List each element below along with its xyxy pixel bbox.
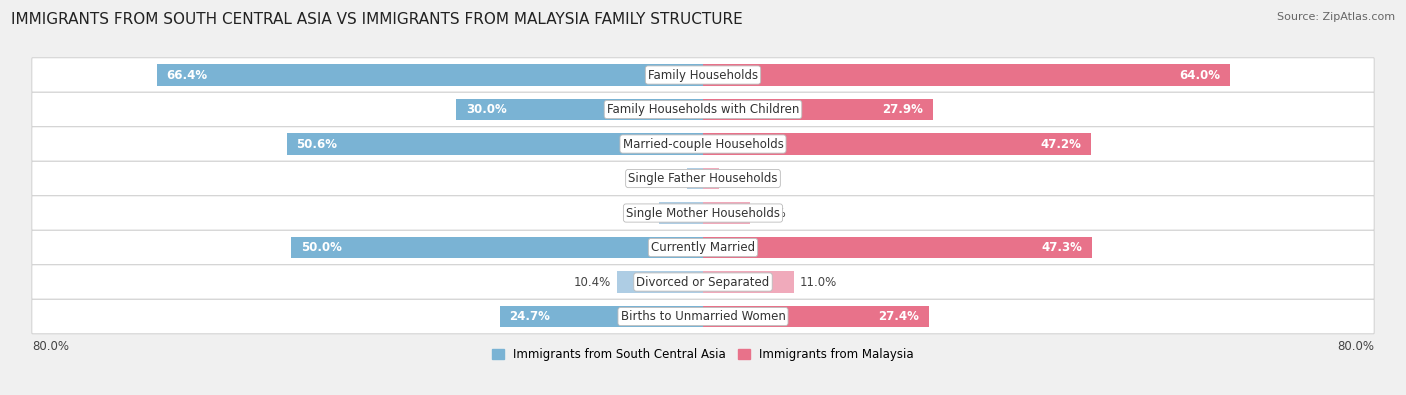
Text: 2.0%: 2.0% <box>650 172 681 185</box>
Bar <box>703 99 932 120</box>
Bar <box>703 271 793 293</box>
Text: 47.3%: 47.3% <box>1042 241 1083 254</box>
Text: 50.0%: 50.0% <box>301 241 342 254</box>
Bar <box>658 202 703 224</box>
Text: 5.7%: 5.7% <box>756 207 786 220</box>
FancyBboxPatch shape <box>32 299 1374 334</box>
Text: 80.0%: 80.0% <box>32 340 69 353</box>
Text: 27.9%: 27.9% <box>882 103 922 116</box>
Text: 50.6%: 50.6% <box>297 137 337 150</box>
Text: 64.0%: 64.0% <box>1178 68 1220 81</box>
Bar <box>156 64 703 86</box>
Bar <box>703 168 720 189</box>
Bar <box>287 134 703 155</box>
Text: 66.4%: 66.4% <box>166 68 208 81</box>
Text: Births to Unmarried Women: Births to Unmarried Women <box>620 310 786 323</box>
FancyBboxPatch shape <box>32 265 1374 299</box>
Text: 47.2%: 47.2% <box>1040 137 1081 150</box>
Bar <box>703 306 928 327</box>
Text: Single Mother Households: Single Mother Households <box>626 207 780 220</box>
Bar <box>291 237 703 258</box>
Text: 80.0%: 80.0% <box>1337 340 1374 353</box>
Text: 5.4%: 5.4% <box>623 207 652 220</box>
Text: Family Households with Children: Family Households with Children <box>607 103 799 116</box>
Bar <box>686 168 703 189</box>
Bar <box>456 99 703 120</box>
Text: 24.7%: 24.7% <box>509 310 551 323</box>
FancyBboxPatch shape <box>32 92 1374 127</box>
Bar <box>703 237 1092 258</box>
Text: IMMIGRANTS FROM SOUTH CENTRAL ASIA VS IMMIGRANTS FROM MALAYSIA FAMILY STRUCTURE: IMMIGRANTS FROM SOUTH CENTRAL ASIA VS IM… <box>11 12 742 27</box>
Text: 30.0%: 30.0% <box>465 103 506 116</box>
Text: Single Father Households: Single Father Households <box>628 172 778 185</box>
Text: 2.0%: 2.0% <box>725 172 756 185</box>
FancyBboxPatch shape <box>32 230 1374 265</box>
Bar <box>703 134 1091 155</box>
Text: 11.0%: 11.0% <box>800 276 838 288</box>
Text: Currently Married: Currently Married <box>651 241 755 254</box>
FancyBboxPatch shape <box>32 196 1374 230</box>
FancyBboxPatch shape <box>32 58 1374 92</box>
Bar <box>617 271 703 293</box>
FancyBboxPatch shape <box>32 127 1374 161</box>
Text: Divorced or Separated: Divorced or Separated <box>637 276 769 288</box>
Text: Family Households: Family Households <box>648 68 758 81</box>
Text: 10.4%: 10.4% <box>574 276 610 288</box>
Bar <box>703 202 749 224</box>
Bar <box>499 306 703 327</box>
Legend: Immigrants from South Central Asia, Immigrants from Malaysia: Immigrants from South Central Asia, Immi… <box>488 343 918 366</box>
Text: 27.4%: 27.4% <box>877 310 918 323</box>
Text: Source: ZipAtlas.com: Source: ZipAtlas.com <box>1277 12 1395 22</box>
Text: Married-couple Households: Married-couple Households <box>623 137 783 150</box>
FancyBboxPatch shape <box>32 161 1374 196</box>
Bar <box>703 64 1230 86</box>
